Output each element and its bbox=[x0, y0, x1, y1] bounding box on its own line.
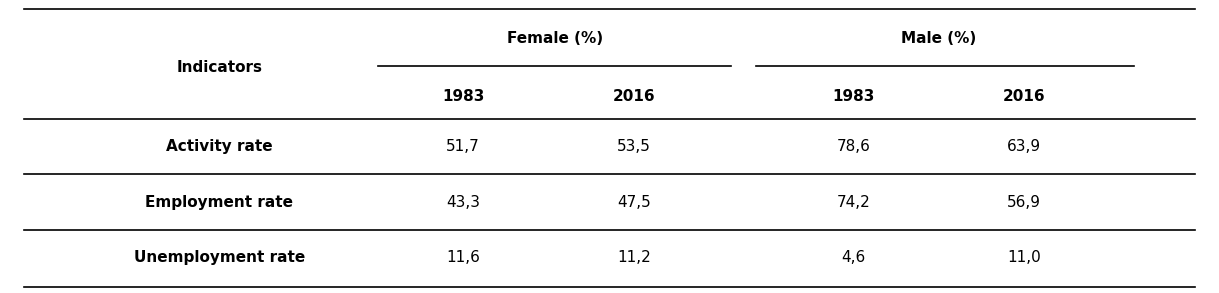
Text: Employment rate: Employment rate bbox=[145, 195, 294, 210]
Text: 63,9: 63,9 bbox=[1007, 139, 1041, 154]
Text: 11,2: 11,2 bbox=[617, 250, 651, 265]
Text: Female (%): Female (%) bbox=[507, 30, 602, 46]
Text: Activity rate: Activity rate bbox=[166, 139, 273, 154]
Text: 2016: 2016 bbox=[1003, 89, 1045, 104]
Text: 1983: 1983 bbox=[833, 89, 874, 104]
Text: Indicators: Indicators bbox=[177, 60, 262, 75]
Text: Male (%): Male (%) bbox=[901, 30, 976, 46]
Text: Unemployment rate: Unemployment rate bbox=[134, 250, 305, 265]
Text: 11,6: 11,6 bbox=[446, 250, 480, 265]
Text: 4,6: 4,6 bbox=[841, 250, 865, 265]
Text: 11,0: 11,0 bbox=[1007, 250, 1041, 265]
Text: 56,9: 56,9 bbox=[1007, 195, 1041, 210]
Text: 1983: 1983 bbox=[442, 89, 484, 104]
Text: 51,7: 51,7 bbox=[446, 139, 480, 154]
Text: 74,2: 74,2 bbox=[836, 195, 870, 210]
Text: 53,5: 53,5 bbox=[617, 139, 651, 154]
Text: 2016: 2016 bbox=[613, 89, 655, 104]
Text: 43,3: 43,3 bbox=[446, 195, 480, 210]
Text: 78,6: 78,6 bbox=[836, 139, 870, 154]
Text: 47,5: 47,5 bbox=[617, 195, 651, 210]
